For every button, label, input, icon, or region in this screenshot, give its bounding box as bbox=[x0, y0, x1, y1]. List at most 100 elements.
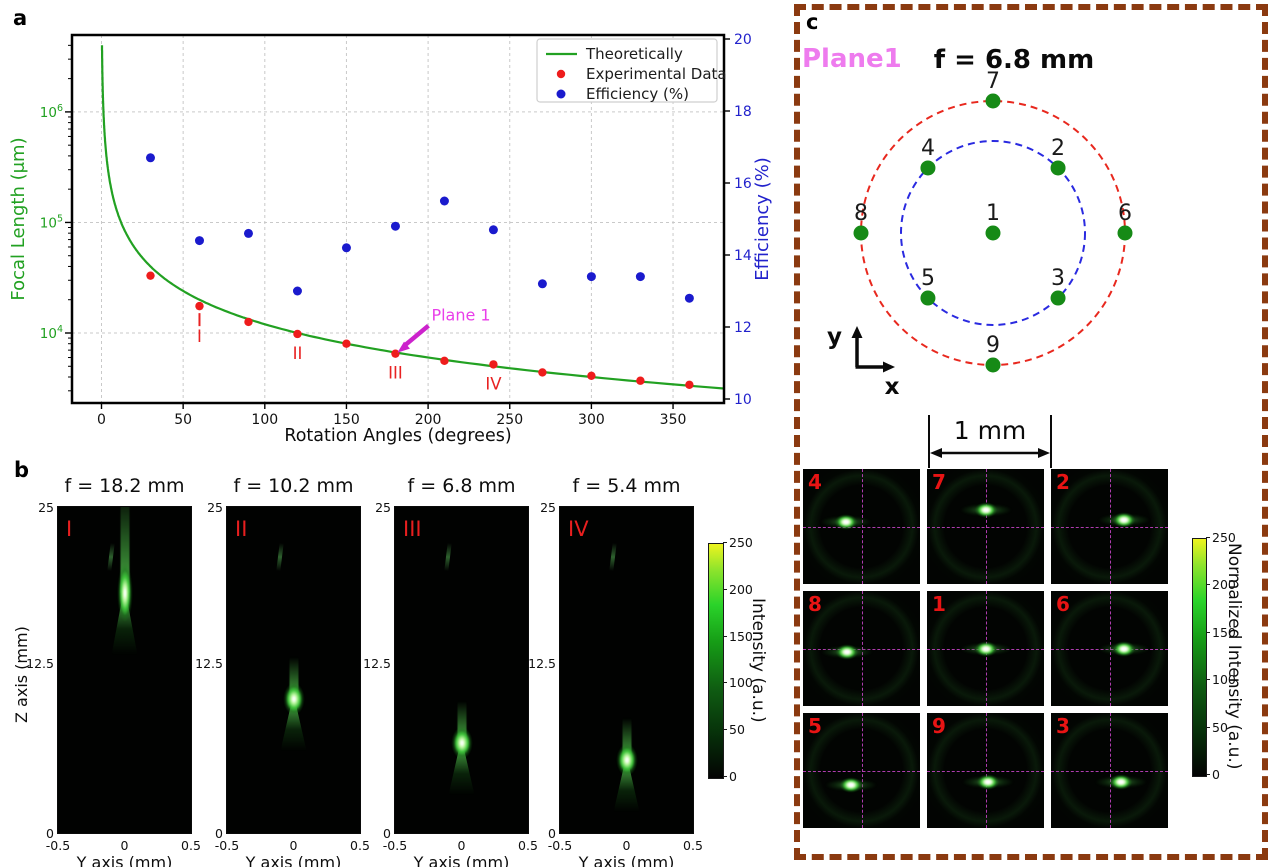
beam-x-axis-label: Y axis (mm) bbox=[413, 853, 510, 867]
colorbar-tick-mark bbox=[1206, 584, 1210, 586]
crosshair-vertical bbox=[1109, 713, 1111, 828]
diagram-point-number: 9 bbox=[986, 333, 1000, 358]
point-label-II: II bbox=[293, 344, 303, 363]
efficiency-point bbox=[194, 236, 204, 246]
diagram-point-2 bbox=[1050, 160, 1066, 176]
colorbar-tick-label: 100 bbox=[1212, 672, 1236, 688]
y-mm-tick-label: 0.5 bbox=[181, 838, 201, 853]
legend-label-experimental: Experimental Data bbox=[586, 65, 727, 83]
z-tick-label: 25 bbox=[38, 500, 54, 515]
focal-spot bbox=[839, 777, 862, 793]
x-tick-label: 350 bbox=[660, 412, 687, 428]
x-tick-label: 150 bbox=[333, 412, 360, 428]
experimental-point bbox=[293, 329, 302, 339]
x-axis-letter: x bbox=[885, 374, 900, 400]
beam-profile-image-II: II bbox=[227, 507, 360, 833]
y-right-tick-label: 12 bbox=[734, 320, 752, 336]
cell-number: 9 bbox=[932, 714, 946, 738]
y-mm-tick-label: -0.5 bbox=[214, 838, 240, 853]
diagram-point-6 bbox=[1117, 225, 1133, 241]
diagram-point-number: 3 bbox=[1051, 266, 1065, 291]
beam-profile-image-III: III bbox=[395, 507, 528, 833]
colorbar-tick-label: 200 bbox=[1212, 577, 1236, 593]
spot-image-cell-2: 2 bbox=[1051, 469, 1168, 584]
colorbar-tick-label: 200 bbox=[729, 581, 753, 597]
theory-curve bbox=[100, 45, 724, 390]
x-tick-label: 50 bbox=[174, 412, 192, 428]
spot-image-cell-3: 3 bbox=[1051, 713, 1168, 828]
beam-converging-streak bbox=[457, 701, 466, 744]
x-tick-label: 250 bbox=[496, 412, 523, 428]
colorbar-tick-mark bbox=[723, 542, 727, 543]
colorbar-tick-mark bbox=[723, 635, 727, 637]
z-tick-label: 0 bbox=[46, 826, 54, 841]
x-tick-label: 200 bbox=[415, 412, 442, 428]
beam-converging-streak bbox=[622, 717, 631, 760]
diagram-point-number: 2 bbox=[1051, 136, 1065, 161]
inner-dashed-circle bbox=[900, 140, 1086, 326]
z-tick-label: 12.5 bbox=[195, 656, 223, 671]
y-right-tick-label: 14 bbox=[734, 248, 752, 264]
faint-streak bbox=[275, 542, 284, 571]
beam-x-axis-label: Y axis (mm) bbox=[245, 853, 342, 867]
colorbar-tick-mark bbox=[1206, 679, 1210, 681]
y-mm-tick-label: 0.5 bbox=[350, 838, 370, 853]
z-tick-label: 12.5 bbox=[363, 656, 391, 671]
colorbar-tick-mark bbox=[723, 729, 727, 731]
z-tick-label: 12.5 bbox=[528, 656, 556, 671]
colorbar-tick-label: 50 bbox=[1212, 719, 1228, 735]
z-tick-label: 0 bbox=[215, 826, 223, 841]
z-tick-label: 0 bbox=[383, 826, 391, 841]
z-tick-label: 12.5 bbox=[26, 656, 54, 671]
y-left-tick-label: 105 bbox=[40, 213, 63, 231]
experimental-point bbox=[146, 271, 155, 280]
legend-label-efficiency: Efficiency (%) bbox=[586, 85, 689, 103]
experimental-point bbox=[342, 339, 351, 348]
diagram-point-number: 5 bbox=[921, 266, 935, 291]
spot-image-cell-8: 8 bbox=[803, 591, 920, 706]
y-mm-tick-label: 0 bbox=[289, 838, 298, 853]
faint-streak bbox=[106, 542, 115, 571]
y-left-axis-label: Focal Length (μm) bbox=[8, 137, 29, 300]
y-right-tick-label: 20 bbox=[734, 32, 752, 48]
spot-layout-diagram: 1 2 3 4 5 6 7 8 9 y x bbox=[827, 69, 1133, 400]
faint-streak bbox=[608, 542, 617, 571]
focal-spot bbox=[974, 641, 997, 656]
scalebar-label: 1 mm bbox=[953, 416, 1027, 445]
y-mm-tick-label: 0.5 bbox=[683, 838, 703, 853]
focal-spot bbox=[1110, 774, 1133, 790]
cell-number: 7 bbox=[932, 470, 946, 494]
diagram-point-9 bbox=[985, 357, 1001, 373]
plane1-annotation: Plane 1 bbox=[431, 306, 490, 325]
cell-number: 4 bbox=[808, 470, 822, 494]
point-label-I: I bbox=[197, 327, 202, 346]
colorbar-tick-label: 250 bbox=[1212, 530, 1236, 545]
z-tick-label: 0 bbox=[548, 826, 556, 841]
focal-spot bbox=[836, 644, 859, 660]
z-tick-label: 25 bbox=[207, 500, 223, 515]
x-axis-arrow-head bbox=[883, 361, 895, 373]
colorbar-tick-label: 150 bbox=[729, 628, 753, 644]
diagram-point-1 bbox=[985, 225, 1001, 241]
colorbar-tick-label: 150 bbox=[1212, 624, 1236, 640]
faint-streak bbox=[443, 542, 452, 571]
crosshair-vertical bbox=[985, 469, 987, 584]
scalebar-right-tick bbox=[1050, 415, 1052, 468]
beam-panel-title: f = 5.4 mm bbox=[572, 475, 681, 497]
colorbar-tick-label: 0 bbox=[1212, 767, 1220, 782]
legend-label-theory: Theoretically bbox=[585, 45, 683, 63]
efficiency-point bbox=[635, 272, 645, 282]
beam-profile-image-IV: IV bbox=[560, 507, 693, 833]
y-axis-arrow-head bbox=[851, 326, 863, 338]
y-axis-letter: y bbox=[827, 324, 842, 350]
cell-number: 8 bbox=[808, 592, 822, 616]
colorbar-tick-label: 250 bbox=[729, 535, 753, 550]
y-left-tick-label: 104 bbox=[40, 324, 63, 342]
efficiency-point bbox=[292, 286, 302, 296]
x-tick-label: 100 bbox=[251, 412, 278, 428]
beam-converging-streak bbox=[289, 656, 298, 699]
focal-spot bbox=[451, 727, 472, 760]
efficiency-point bbox=[243, 228, 253, 238]
beam-x-axis-label: Y axis (mm) bbox=[76, 853, 173, 867]
diagram-point-number: 1 bbox=[986, 201, 1000, 226]
